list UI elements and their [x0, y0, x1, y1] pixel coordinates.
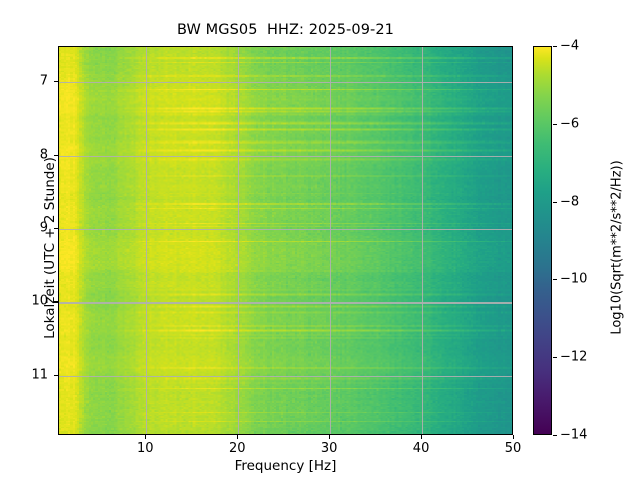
colorbar-tick-label: −6	[560, 116, 580, 132]
spectrogram-plot-area	[58, 46, 513, 435]
colorbar-tick-label: −14	[560, 427, 588, 443]
y-tick	[54, 154, 58, 156]
colorbar-tick-label: −4	[560, 38, 580, 54]
x-tick-label: 50	[504, 441, 522, 456]
y-tick-label: 9	[39, 220, 48, 236]
y-tick-label: 8	[39, 147, 48, 163]
x-tick-label: 30	[320, 441, 338, 456]
colorbar-tick	[553, 46, 557, 48]
colorbar-tick-label: −12	[560, 349, 588, 365]
x-tick	[329, 435, 331, 439]
colorbar-tick	[553, 279, 557, 281]
x-tick-label: 20	[228, 441, 246, 456]
page-title: BW MGS05 HHZ: 2025-09-21	[177, 22, 394, 38]
colorbar-tick	[553, 435, 557, 437]
x-tick-label: 40	[412, 441, 430, 456]
y-tick	[54, 81, 58, 83]
colorbar-tick-label: −8	[560, 194, 580, 210]
x-axis-label: Frequency [Hz]	[234, 458, 337, 474]
colorbar	[533, 46, 552, 435]
y-tick	[54, 301, 58, 303]
colorbar-tick-label: −10	[560, 271, 588, 287]
colorbar-tick	[553, 357, 557, 359]
y-axis-label: Lokalzeit (UTC + 2 Stunde)	[42, 157, 58, 339]
x-tick	[513, 435, 515, 439]
y-tick-label: 7	[39, 73, 48, 89]
colorbar-tick	[553, 201, 557, 203]
y-tick-label: 11	[31, 367, 48, 383]
spectrogram-image	[59, 47, 512, 434]
y-tick	[54, 228, 58, 230]
y-tick-label: 10	[31, 293, 48, 309]
x-tick-label: 10	[137, 441, 154, 456]
x-tick	[421, 435, 423, 439]
x-tick	[145, 435, 147, 439]
x-tick	[237, 435, 239, 439]
y-tick	[54, 374, 58, 376]
colorbar-label: Log10(Sqrt(m**2/s**2/Hz))	[609, 160, 625, 335]
colorbar-tick	[553, 123, 557, 125]
